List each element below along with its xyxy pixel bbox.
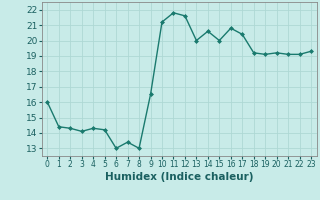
X-axis label: Humidex (Indice chaleur): Humidex (Indice chaleur) <box>105 172 253 182</box>
